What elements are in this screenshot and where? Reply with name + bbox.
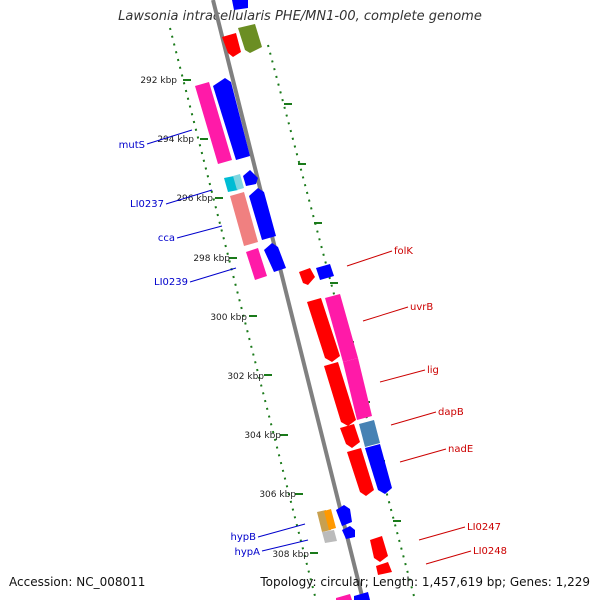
gene-label-li0248[interactable]: LI0248 <box>473 546 507 557</box>
genome-backbone <box>211 0 365 600</box>
scale-label: 304 kbp <box>244 431 281 441</box>
gene-label-muts[interactable]: mutS <box>119 140 145 151</box>
gene-arrow[interactable] <box>233 174 244 190</box>
gene-arrow[interactable] <box>222 33 241 57</box>
reverse-strand-genes <box>195 0 370 600</box>
forward-label-connectors <box>346 250 472 565</box>
gene-arrow[interactable] <box>336 505 352 526</box>
scale-label: 308 kbp <box>272 550 309 560</box>
map-title: Lawsonia intracellularis PHE/MN1-00, com… <box>118 9 482 24</box>
gene-arrow[interactable] <box>230 192 258 246</box>
gene-arrow[interactable] <box>342 526 355 539</box>
gene-label-li0237[interactable]: LI0237 <box>130 199 164 210</box>
gene-label-lig[interactable]: lig <box>427 365 439 376</box>
gene-arrow[interactable] <box>213 78 250 160</box>
gene-arrow[interactable] <box>264 243 286 272</box>
gene-arrow[interactable] <box>317 510 331 532</box>
gene-arrow[interactable] <box>238 24 262 53</box>
scale-label: 294 kbp <box>157 135 194 145</box>
gene-arrow[interactable] <box>316 264 334 280</box>
gene-arrow[interactable] <box>249 188 276 240</box>
gene-arrow[interactable] <box>232 0 248 10</box>
scale-label: 306 kbp <box>259 490 296 500</box>
genome-summary-text: Topology: circular; Length: 1,457,619 bp… <box>260 575 590 589</box>
gene-label-uvrb[interactable]: uvrB <box>410 302 433 313</box>
gene-arrow[interactable] <box>325 294 358 362</box>
gene-label-folk[interactable]: folK <box>394 246 413 257</box>
gene-arrow[interactable] <box>370 536 388 562</box>
forward-gene-labels: folK uvrB lig dapB nadE LI0247 LI0248 <box>394 246 507 557</box>
scale-label: 292 kbp <box>140 76 177 86</box>
gene-arrow[interactable] <box>359 420 380 447</box>
gene-arrow[interactable] <box>336 594 352 600</box>
gene-label-dapb[interactable]: dapB <box>438 407 464 418</box>
gene-arrow[interactable] <box>347 448 374 496</box>
gene-arrow[interactable] <box>340 424 360 448</box>
inner-ruler-ticks <box>183 79 318 554</box>
gene-arrow[interactable] <box>354 592 370 600</box>
gene-arrow[interactable] <box>243 170 258 186</box>
gene-label-li0247[interactable]: LI0247 <box>467 522 501 533</box>
scale-labels: 292 kbp 294 kbp 296 kbp 298 kbp 300 kbp … <box>140 76 309 560</box>
gene-label-li0239[interactable]: LI0239 <box>154 277 188 288</box>
gene-arrow[interactable] <box>343 358 372 420</box>
gene-label-nade[interactable]: nadE <box>448 444 473 455</box>
gene-arrow[interactable] <box>307 298 340 362</box>
gene-arrow[interactable] <box>324 509 336 530</box>
scale-label: 300 kbp <box>210 313 247 323</box>
gene-arrow[interactable] <box>376 562 392 575</box>
forward-strand-genes <box>299 264 392 575</box>
reverse-label-connectors <box>146 129 309 552</box>
gene-arrow[interactable] <box>195 82 232 164</box>
scale-label: 296 kbp <box>176 194 213 204</box>
gene-arrow[interactable] <box>322 530 337 543</box>
accession-text: Accession: NC_008011 <box>9 575 146 589</box>
scale-label: 298 kbp <box>193 254 230 264</box>
gene-arrow[interactable] <box>246 248 267 280</box>
gene-label-hypa[interactable]: hypA <box>235 547 261 558</box>
scale-label: 302 kbp <box>227 372 264 382</box>
gene-label-cca[interactable]: cca <box>158 233 175 244</box>
reverse-gene-labels: mutS LI0237 cca LI0239 hypB hypA <box>119 140 261 558</box>
gene-arrow[interactable] <box>324 362 356 426</box>
gene-arrow[interactable] <box>299 268 315 285</box>
gene-label-hypb[interactable]: hypB <box>231 532 257 543</box>
gene-arrow[interactable] <box>365 444 392 494</box>
